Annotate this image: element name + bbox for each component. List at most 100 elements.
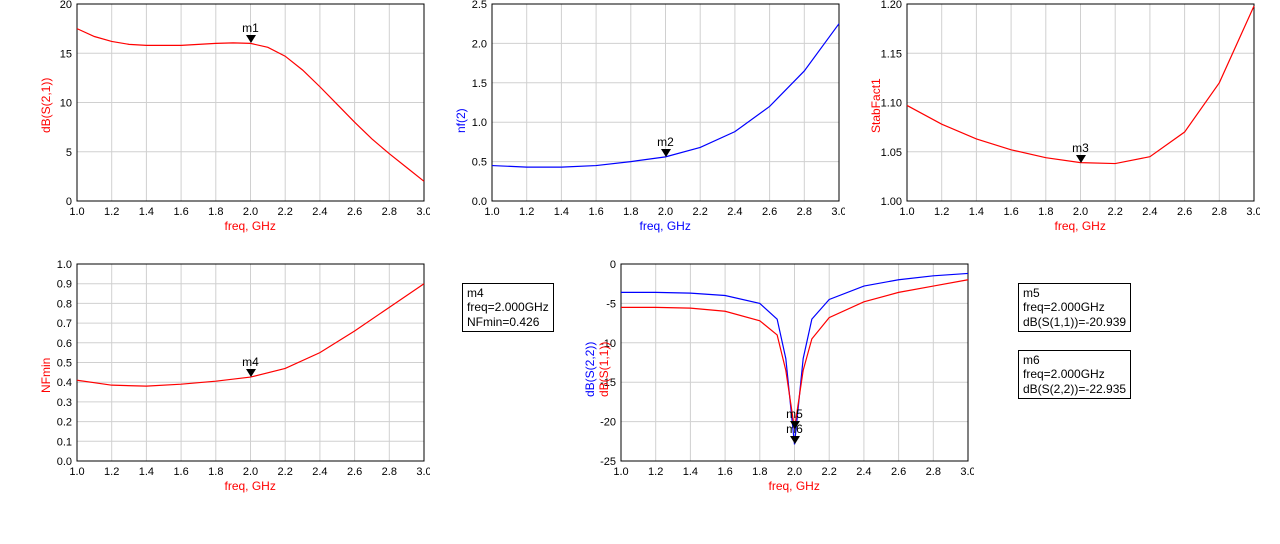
- svg-text:1.8: 1.8: [1038, 206, 1053, 218]
- svg-text:2.2: 2.2: [278, 466, 293, 478]
- svg-text:0.0: 0.0: [472, 196, 487, 208]
- svg-text:0.0: 0.0: [57, 456, 72, 468]
- svg-text:2.2: 2.2: [278, 206, 293, 218]
- svg-text:0: 0: [66, 196, 72, 208]
- plot-p4: 1.0 1.2 1.4 1.6 1.8 2.0 2.2 2.4 2.6 2.8 3.0 0.0 0.1 0…: [35, 260, 430, 495]
- svg-text:1.4: 1.4: [683, 466, 698, 478]
- plot-p3: 1.01.21.41.61.82.02.22.42.62.83.01.001.0…: [865, 0, 1260, 235]
- svg-text:1.8: 1.8: [752, 466, 767, 478]
- svg-text:2.4: 2.4: [727, 206, 742, 218]
- plot-p1: 1.01.21.41.61.82.02.22.42.62.83.00510152…: [35, 0, 430, 235]
- xlabel-p4: freq, GHz: [225, 479, 276, 493]
- svg-text:2.4: 2.4: [1142, 206, 1157, 218]
- xlabel-p2: freq, GHz: [640, 219, 691, 233]
- xlabel-p5: freq, GHz: [769, 479, 820, 493]
- svg-text:2.8: 2.8: [1212, 206, 1227, 218]
- svg-text:2.6: 2.6: [762, 206, 777, 218]
- svg-text:1.15: 1.15: [881, 48, 902, 60]
- svg-text:-5: -5: [606, 298, 616, 310]
- svg-text:2.4: 2.4: [856, 466, 871, 478]
- svg-text:1.5: 1.5: [472, 78, 487, 90]
- figure: { "layout": { "page_w": 1280, "page_h": …: [0, 0, 1280, 544]
- svg-text:0.7: 0.7: [57, 318, 72, 330]
- svg-text:0.3: 0.3: [57, 397, 72, 409]
- svg-text:1.6: 1.6: [173, 206, 188, 218]
- plot-p5: 1.01.21.41.61.82.02.22.42.62.83.0-25-20-…: [579, 260, 974, 495]
- svg-text:0.1: 0.1: [57, 436, 72, 448]
- ylabel-p5-0: dB(S(2,2)): [583, 341, 597, 396]
- svg-text:2.8: 2.8: [797, 206, 812, 218]
- svg-text:1.2: 1.2: [104, 466, 119, 478]
- svg-text:1.2: 1.2: [104, 206, 119, 218]
- svg-text:2.6: 2.6: [347, 466, 362, 478]
- xlabel-p3: freq, GHz: [1055, 219, 1106, 233]
- svg-text:0.6: 0.6: [57, 338, 72, 350]
- panel-p4: 1.0 1.2 1.4 1.6 1.8 2.0 2.2 2.4 2.6 2.8 3.0 0.0 0.1 0…: [35, 260, 430, 495]
- ylabel-p2: nf(2): [454, 108, 468, 133]
- svg-text:2.4: 2.4: [312, 466, 327, 478]
- svg-text:2.8: 2.8: [926, 466, 941, 478]
- svg-text:1.4: 1.4: [139, 466, 154, 478]
- svg-text:2.8: 2.8: [382, 466, 397, 478]
- svg-text:1.8: 1.8: [208, 466, 223, 478]
- svg-text:0.4: 0.4: [57, 377, 72, 389]
- svg-text:1.05: 1.05: [881, 147, 902, 159]
- svg-text:1.2: 1.2: [934, 206, 949, 218]
- svg-text:2.0: 2.0: [787, 466, 802, 478]
- svg-text:1.2: 1.2: [519, 206, 534, 218]
- svg-text:2.2: 2.2: [1108, 206, 1123, 218]
- svg-text:2.0: 2.0: [243, 466, 258, 478]
- ylabel-p3: StabFact1: [869, 78, 883, 133]
- svg-text:1.0: 1.0: [57, 260, 72, 271]
- svg-text:-20: -20: [600, 417, 616, 429]
- svg-text:2.6: 2.6: [347, 206, 362, 218]
- readout-r6: m6freq=2.000GHzdB(S(2,2))=-22.935: [1018, 350, 1131, 399]
- svg-text:5: 5: [66, 147, 72, 159]
- svg-text:3.0: 3.0: [416, 466, 430, 478]
- panel-p2: 1.0 1.2 1.4 1.6 1.8 2.0 2.2 2.4 2.6 2.8 3.0 0.0 0.5 1…: [450, 0, 845, 235]
- svg-text:1.4: 1.4: [554, 206, 569, 218]
- svg-text:10: 10: [60, 98, 72, 110]
- svg-text:1.6: 1.6: [588, 206, 603, 218]
- svg-text:2.2: 2.2: [693, 206, 708, 218]
- plot-p2: 1.0 1.2 1.4 1.6 1.8 2.0 2.2 2.4 2.6 2.8 3.0 0.0 0.5 1…: [450, 0, 845, 235]
- xlabel-p1: freq, GHz: [225, 219, 276, 233]
- svg-text:1.00: 1.00: [881, 196, 902, 208]
- svg-text:1.20: 1.20: [881, 0, 902, 11]
- svg-text:0.5: 0.5: [472, 157, 487, 169]
- svg-text:1.4: 1.4: [969, 206, 984, 218]
- svg-text:2.2: 2.2: [822, 466, 837, 478]
- svg-text:2.0: 2.0: [1073, 206, 1088, 218]
- svg-text:0.8: 0.8: [57, 298, 72, 310]
- svg-text:15: 15: [60, 48, 72, 60]
- svg-text:1.6: 1.6: [717, 466, 732, 478]
- svg-text:2.0: 2.0: [658, 206, 673, 218]
- readout-r5: m5freq=2.000GHzdB(S(1,1))=-20.939: [1018, 283, 1131, 332]
- svg-text:1.4: 1.4: [139, 206, 154, 218]
- svg-text:1.8: 1.8: [623, 206, 638, 218]
- svg-text:1.6: 1.6: [1003, 206, 1018, 218]
- svg-text:2.6: 2.6: [1177, 206, 1192, 218]
- svg-text:1.8: 1.8: [208, 206, 223, 218]
- svg-text:20: 20: [60, 0, 72, 11]
- svg-text:2.0: 2.0: [472, 38, 487, 50]
- svg-text:3.0: 3.0: [1246, 206, 1260, 218]
- ylabel-p1: dB(S(2,1)): [39, 77, 53, 132]
- svg-text:3.0: 3.0: [960, 466, 974, 478]
- svg-text:2.0: 2.0: [243, 206, 258, 218]
- readout-r4: m4freq=2.000GHzNFmin=0.426: [462, 283, 554, 332]
- svg-text:1.6: 1.6: [173, 466, 188, 478]
- panel-p3: 1.01.21.41.61.82.02.22.42.62.83.01.001.0…: [865, 0, 1260, 235]
- svg-text:0.5: 0.5: [57, 358, 72, 370]
- svg-text:1.10: 1.10: [881, 98, 902, 110]
- svg-text:1.0: 1.0: [472, 117, 487, 129]
- svg-text:0: 0: [610, 260, 616, 271]
- svg-text:3.0: 3.0: [416, 206, 430, 218]
- ylabel-p5-1: dB(S(1,1)): [597, 341, 611, 396]
- svg-text:1.2: 1.2: [648, 466, 663, 478]
- panel-p5: 1.01.21.41.61.82.02.22.42.62.83.0-25-20-…: [579, 260, 974, 495]
- svg-text:2.8: 2.8: [382, 206, 397, 218]
- svg-text:-25: -25: [600, 456, 616, 468]
- svg-text:3.0: 3.0: [831, 206, 845, 218]
- svg-text:2.4: 2.4: [312, 206, 327, 218]
